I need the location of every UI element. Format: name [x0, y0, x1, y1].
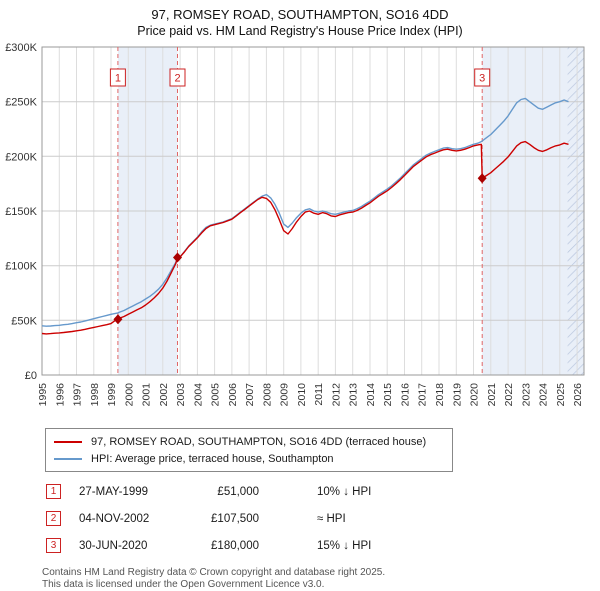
property-line-swatch — [54, 440, 82, 443]
transaction-number-badge-1: 1 — [46, 484, 61, 499]
svg-text:2025: 2025 — [555, 383, 567, 407]
property-line — [41, 140, 569, 335]
svg-text:2022: 2022 — [503, 383, 515, 407]
svg-text:2002: 2002 — [158, 383, 170, 407]
svg-text:1998: 1998 — [89, 383, 101, 407]
svg-text:2020: 2020 — [469, 383, 481, 407]
price-chart: 1995 1996 1997 1998 1999 2000 2001 2002 2003 2004… — [5, 42, 585, 407]
chart-host: 1995 1996 1997 1998 1999 2000 2001 2002 2003 2004… — [0, 39, 600, 424]
sale-marker-3 — [477, 173, 487, 184]
svg-text:1999: 1999 — [106, 383, 118, 407]
svg-text:2023: 2023 — [520, 383, 532, 407]
svg-text:2019: 2019 — [451, 383, 463, 407]
legend-label-hpi: HPI: Average price, terraced house, Sout… — [91, 452, 334, 465]
svg-text:£50K: £50K — [11, 315, 37, 327]
sale-number-label-3: 3 — [479, 73, 485, 85]
svg-text:2004: 2004 — [192, 383, 204, 407]
transaction-hpi-note-2: ≈ HPI — [317, 512, 346, 525]
svg-text:2010: 2010 — [296, 383, 308, 407]
transaction-number-badge-2: 2 — [46, 511, 61, 526]
transaction-price-2: £107,500 — [211, 512, 259, 525]
transaction-row-3: 3 30-JUN-2020 £180,000 15% ↓ HPI — [46, 538, 600, 553]
plot-border — [41, 46, 585, 376]
transactions-table: 1 27-MAY-1999 £51,000 10% ↓ HPI 2 04-NOV… — [46, 484, 600, 553]
svg-text:2024: 2024 — [538, 383, 550, 407]
chart-header: 97, ROMSEY ROAD, SOUTHAMPTON, SO16 4DD P… — [0, 0, 600, 39]
svg-text:2005: 2005 — [210, 383, 222, 407]
svg-text:£150K: £150K — [5, 206, 37, 218]
transaction-hpi-note-3: 15% ↓ HPI — [317, 539, 372, 552]
svg-text:£250K: £250K — [5, 97, 37, 109]
svg-text:2003: 2003 — [175, 383, 187, 407]
svg-text:2016: 2016 — [400, 383, 412, 407]
chart-legend: 97, ROMSEY ROAD, SOUTHAMPTON, SO16 4DD (… — [45, 428, 453, 472]
svg-text:2026: 2026 — [572, 383, 584, 407]
svg-text:2017: 2017 — [417, 383, 429, 407]
sale-number-label-2: 2 — [174, 73, 180, 85]
transaction-price-1: £51,000 — [217, 485, 259, 498]
sale-number-box-1 — [109, 68, 126, 87]
svg-text:2018: 2018 — [434, 383, 446, 407]
transaction-date-2: 04-NOV-2002 — [79, 512, 150, 525]
legend-label-property: 97, ROMSEY ROAD, SOUTHAMPTON, SO16 4DD (… — [91, 435, 427, 448]
svg-text:2015: 2015 — [382, 383, 394, 407]
svg-text:2007: 2007 — [244, 383, 256, 407]
sale-marker-2 — [173, 252, 182, 263]
hpi-line — [41, 97, 569, 327]
page-subtitle: Price paid vs. HM Land Registry's House … — [137, 24, 463, 38]
svg-text:1997: 1997 — [72, 383, 84, 407]
svg-text:2012: 2012 — [330, 383, 342, 407]
footer-line-2: This data is licensed under the Open Gov… — [42, 579, 325, 590]
svg-text:1996: 1996 — [54, 383, 66, 407]
svg-text:2008: 2008 — [261, 383, 273, 407]
svg-text:£0: £0 — [25, 370, 37, 382]
svg-text:2021: 2021 — [486, 383, 498, 407]
svg-text:2011: 2011 — [313, 383, 325, 406]
svg-text:2013: 2013 — [348, 383, 360, 407]
page-title: 97, ROMSEY ROAD, SOUTHAMPTON, SO16 4DD — [151, 7, 449, 22]
license-footer: Contains HM Land Registry data © Crown c… — [42, 567, 600, 591]
transaction-date-3: 30-JUN-2020 — [79, 539, 148, 552]
svg-text:£200K: £200K — [5, 151, 37, 163]
legend-item-hpi: HPI: Average price, terraced house, Sout… — [54, 450, 444, 467]
transaction-row-1: 1 27-MAY-1999 £51,000 10% ↓ HPI — [46, 484, 600, 499]
transaction-hpi-note-1: 10% ↓ HPI — [317, 485, 372, 498]
sale-number-box-2 — [169, 68, 186, 87]
svg-text:1995: 1995 — [37, 383, 49, 407]
transaction-row-2: 2 04-NOV-2002 £107,500 ≈ HPI — [46, 511, 600, 526]
sale-number-label-1: 1 — [115, 73, 121, 85]
svg-text:2009: 2009 — [279, 383, 291, 407]
legend-item-property: 97, ROMSEY ROAD, SOUTHAMPTON, SO16 4DD (… — [54, 433, 444, 450]
svg-text:2001: 2001 — [141, 383, 153, 407]
transaction-number-badge-3: 3 — [46, 538, 61, 553]
svg-text:2000: 2000 — [123, 383, 135, 407]
svg-text:2014: 2014 — [365, 383, 377, 407]
sale-marker-1 — [113, 314, 123, 325]
transaction-date-1: 27-MAY-1999 — [79, 485, 149, 498]
footer-line-1: Contains HM Land Registry data © Crown c… — [42, 567, 386, 578]
hpi-line-swatch — [54, 457, 82, 460]
transaction-price-3: £180,000 — [211, 539, 259, 552]
svg-text:£100K: £100K — [5, 261, 37, 273]
svg-text:£300K: £300K — [5, 42, 37, 54]
sale-number-box-3 — [474, 68, 491, 87]
svg-text:2006: 2006 — [227, 383, 239, 407]
